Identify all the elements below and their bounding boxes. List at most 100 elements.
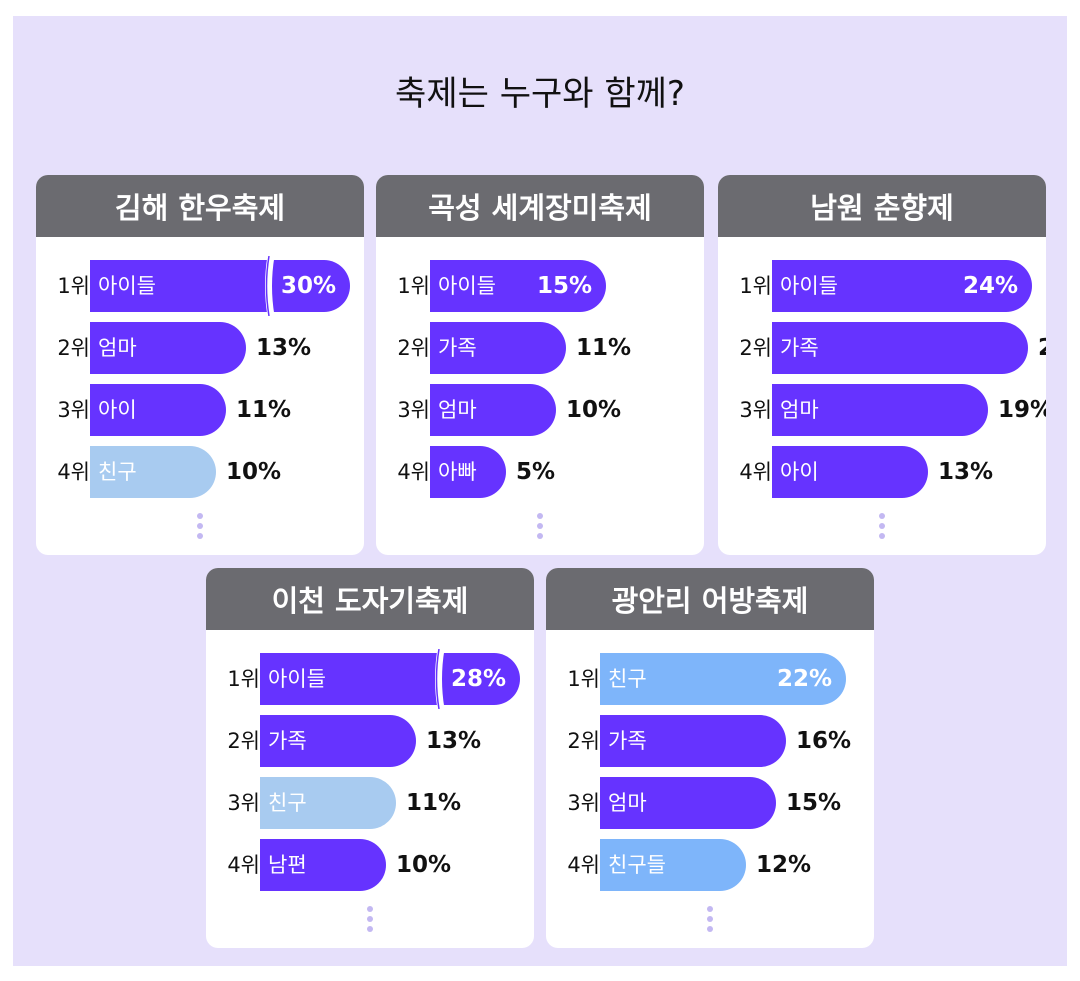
data-bar: 친구 22% [600, 653, 846, 705]
dot [197, 523, 203, 529]
data-bar: 가족 [260, 715, 416, 767]
data-bar: 아이들 28% [260, 649, 520, 709]
dot [879, 533, 885, 539]
rank-label: 2위 [397, 336, 430, 360]
value-label: 24% [962, 273, 1018, 299]
dot [879, 523, 885, 529]
rank-label: 1위 [227, 667, 260, 691]
data-bar: 아이 [772, 446, 928, 498]
bar-category-label: 엄마 [98, 336, 137, 360]
data-bar: 엄마 [90, 322, 246, 374]
data-bar: 남편 [260, 839, 386, 891]
value-label: 15% [536, 273, 592, 299]
data-bar: 친구 [90, 446, 216, 498]
bar-category-label: 친구 [268, 791, 307, 815]
bar-category-label: 친구 [608, 667, 647, 691]
dot [367, 906, 373, 912]
data-bar: 가족 [772, 322, 1028, 374]
card-title: 곡성 세계장미축제 [376, 175, 704, 237]
dot [707, 906, 713, 912]
festival-card: 이천 도자기축제 1위 아이들 28% 2위 가족 13% 3위 친구 11% 4위 남편 10% [206, 568, 534, 948]
dot [537, 533, 543, 539]
more-indicator-icon [365, 906, 375, 936]
bar-category-label: 남편 [268, 853, 307, 877]
value-label: 28% [450, 666, 506, 692]
rank-label: 2위 [57, 336, 90, 360]
festival-card: 김해 한우축제 1위 아이들 30% 2위 엄마 13% 3위 아이 11% 4위 친구 10% [36, 175, 364, 555]
value-label: 16% [796, 728, 852, 754]
axis-break-mark [265, 256, 275, 316]
more-indicator-icon [877, 513, 887, 543]
data-bar: 가족 [600, 715, 786, 767]
data-bar: 아이 [90, 384, 226, 436]
page-title: 축제는 누구와 함께? [395, 74, 685, 114]
festival-card: 광안리 어방축제 1위 친구 22% 2위 가족 16% 3위 엄마 15% 4위 친구들 12% [546, 568, 874, 948]
value-label: 30% [280, 273, 336, 299]
more-indicator-icon [535, 513, 545, 543]
value-label: 11% [236, 397, 292, 423]
bar-category-label: 엄마 [780, 398, 819, 422]
rank-label: 1위 [57, 274, 90, 298]
value-label: 23% [1038, 336, 1046, 360]
bar-category-label: 가족 [608, 729, 647, 753]
bar-category-label: 엄마 [438, 398, 477, 422]
card-title: 이천 도자기축제 [206, 568, 534, 630]
data-bar: 가족 [430, 322, 566, 374]
rank-label: 3위 [57, 398, 90, 422]
card-title: 김해 한우축제 [36, 175, 364, 237]
rank-label: 3위 [227, 791, 260, 815]
card-title: 남원 춘향제 [718, 175, 1046, 237]
value-label: 22% [776, 666, 832, 692]
value-label: 11% [576, 335, 632, 361]
rank-label: 2위 [739, 336, 772, 360]
rank-label: 2위 [227, 729, 260, 753]
rank-label: 4위 [739, 460, 772, 484]
bar-category-label: 가족 [780, 336, 819, 360]
bar-category-label: 친구들 [608, 853, 666, 877]
dot [537, 513, 543, 519]
bar-category-label: 아이 [98, 398, 137, 422]
data-bar: 엄마 [430, 384, 556, 436]
rank-label: 4위 [567, 853, 600, 877]
value-label: 11% [406, 790, 462, 816]
rank-label: 3위 [739, 398, 772, 422]
dot [367, 916, 373, 922]
bar-category-label: 아이들 [438, 274, 496, 298]
bar-category-label: 가족 [268, 729, 307, 753]
more-indicator-icon [705, 906, 715, 936]
bar-category-label: 친구 [98, 460, 137, 484]
data-bar: 친구들 [600, 839, 746, 891]
value-label: 13% [938, 459, 994, 485]
value-label: 10% [396, 852, 452, 878]
rank-label: 4위 [57, 460, 90, 484]
rank-label: 1위 [739, 274, 772, 298]
dot [367, 926, 373, 932]
value-label: 15% [786, 790, 842, 816]
bar-category-label: 아이 [780, 460, 819, 484]
rank-label: 3위 [397, 398, 430, 422]
bar-category-label: 아이들 [780, 274, 838, 298]
data-bar: 아빠 [430, 446, 506, 498]
dot [879, 513, 885, 519]
data-bar: 엄마 [772, 384, 988, 436]
festival-card: 곡성 세계장미축제 1위 아이들 15% 2위 가족 11% 3위 엄마 10% 4위 아빠 5% [376, 175, 704, 555]
festival-card: 남원 춘향제 1위 아이들 24% 2위 가족 23% 3위 엄마 19% 4위 아이 13% [718, 175, 1046, 555]
value-label: 10% [566, 397, 622, 423]
bar-category-label: 아이들 [268, 667, 326, 691]
bar-category-label: 가족 [438, 336, 477, 360]
data-bar: 친구 [260, 777, 396, 829]
value-label: 12% [756, 852, 812, 878]
value-label: 5% [516, 459, 556, 485]
dot [197, 513, 203, 519]
bar-category-label: 아이들 [98, 274, 156, 298]
value-label: 19% [998, 397, 1046, 423]
dot [707, 916, 713, 922]
rank-label: 1위 [567, 667, 600, 691]
bar-category-label: 아빠 [438, 460, 477, 484]
data-bar: 아이들 30% [90, 256, 350, 316]
dot [537, 523, 543, 529]
bar-category-label: 엄마 [608, 791, 647, 815]
value-label: 13% [256, 335, 312, 361]
rank-label: 2위 [567, 729, 600, 753]
value-label: 10% [226, 459, 282, 485]
